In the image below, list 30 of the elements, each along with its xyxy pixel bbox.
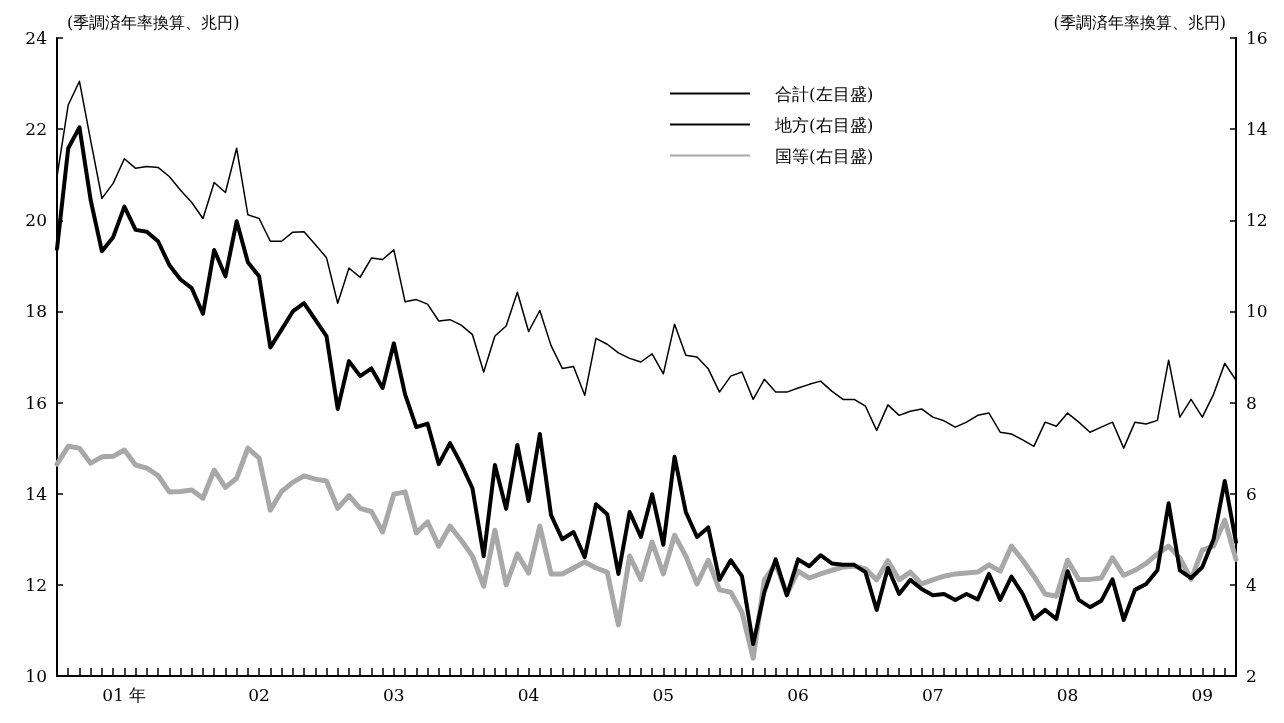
y2-tick-label: 6 (1246, 483, 1257, 504)
y-tick-label: 24 (25, 28, 47, 48)
y2-tick-label: 10 (1246, 301, 1268, 322)
y2-tick-label: 8 (1246, 392, 1257, 413)
y2-tick-label: 14 (1246, 119, 1268, 140)
x-tick-label: 02 (248, 684, 270, 705)
y2-axis-title: (季調済年率換算、兆円) (1053, 12, 1226, 32)
legend-label: 国等(右目盛) (775, 145, 874, 166)
y-tick-label: 22 (25, 119, 47, 140)
x-tick-label: 06 (787, 684, 809, 705)
y2-tick-label: 16 (1246, 28, 1268, 48)
x-tick-label: 04 (517, 684, 540, 705)
y-tick-label: 14 (25, 483, 47, 504)
x-tick-label: 07 (922, 684, 944, 705)
x-tick-label: 03 (383, 684, 405, 705)
y2-tick-label: 12 (1246, 210, 1268, 231)
y-tick-label: 16 (25, 392, 47, 413)
x-tick-label: 08 (1056, 684, 1079, 705)
y-tick-label: 18 (25, 301, 47, 322)
y-tick-label: 12 (25, 574, 47, 595)
y-axis-title: (季調済年率換算、兆円) (67, 12, 240, 32)
x-tick-label: 05 (652, 684, 675, 705)
legend-label: 合計(左目盛) (775, 83, 874, 104)
y-tick-label: 20 (25, 210, 47, 231)
legend-label: 地方(右目盛) (774, 114, 874, 135)
x-tick-label: 01 年 (102, 684, 147, 705)
x-tick-label: 09 (1191, 684, 1214, 705)
y2-tick-label: 2 (1246, 666, 1257, 686)
y2-tick-label: 4 (1246, 574, 1257, 595)
y-tick-label: 10 (25, 666, 47, 686)
